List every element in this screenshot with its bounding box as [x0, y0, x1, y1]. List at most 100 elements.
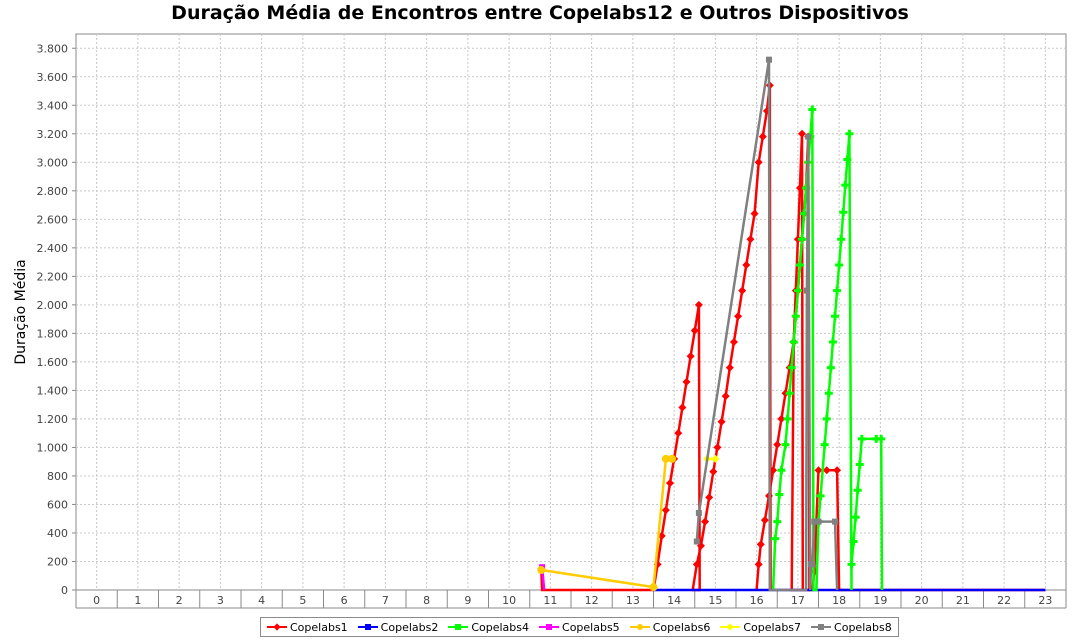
data-point — [824, 389, 833, 398]
data-point — [793, 286, 802, 295]
legend: Copelabs1 Copelabs2 Copelabs4 Copelabs5 Cope… — [260, 617, 899, 637]
legend-swatch — [267, 622, 287, 632]
x-tick-label: 17 — [791, 594, 805, 607]
y-tick-label: 2.600 — [37, 213, 69, 226]
y-tick-label: 3.000 — [37, 156, 69, 169]
series-line — [540, 85, 772, 592]
data-point — [766, 56, 772, 63]
legend-marker — [818, 624, 825, 630]
data-point — [843, 155, 852, 164]
x-tick-label: 6 — [341, 594, 348, 607]
data-point — [771, 534, 780, 543]
data-point — [742, 260, 751, 269]
y-tick-label: 0 — [61, 584, 68, 597]
data-point — [783, 414, 792, 423]
data-point — [833, 466, 842, 475]
legend-marker — [364, 624, 371, 630]
x-tick-label: 20 — [915, 594, 929, 607]
data-point — [785, 389, 794, 398]
data-point — [649, 583, 658, 592]
data-point — [777, 466, 786, 475]
data-point — [791, 312, 800, 321]
data-point — [877, 434, 886, 443]
legend-swatch — [357, 622, 378, 632]
plot-area — [75, 33, 1067, 591]
series-copelabs8 — [693, 56, 839, 592]
data-point — [713, 443, 722, 452]
series-copelabs1 — [537, 81, 774, 592]
legend-item: Copelabs5 — [539, 621, 620, 634]
data-point — [847, 560, 856, 569]
data-point — [815, 518, 822, 525]
data-point — [695, 510, 702, 517]
data-point — [773, 440, 782, 449]
legend-swatch — [629, 622, 650, 632]
data-point — [668, 454, 677, 463]
y-tick-label: 3.400 — [37, 99, 69, 112]
y-tick-label: 600 — [47, 498, 68, 511]
data-point — [803, 287, 810, 294]
y-tick-label: 400 — [47, 527, 68, 540]
data-point — [835, 260, 844, 269]
x-tick-label: 15 — [708, 594, 722, 607]
data-point — [822, 414, 831, 423]
data-point — [692, 560, 701, 569]
data-point — [816, 491, 825, 500]
data-point — [701, 517, 710, 526]
x-tick-label: 14 — [667, 594, 681, 607]
data-point — [845, 129, 854, 138]
chart-title: Duração Média de Encontros entre Copelab… — [171, 2, 909, 24]
data-point — [754, 158, 763, 167]
x-tick-label: 10 — [502, 594, 516, 607]
data-point — [814, 466, 823, 475]
x-tick-label: 5 — [299, 594, 306, 607]
x-tick-label: 0 — [93, 594, 100, 607]
data-point — [666, 479, 674, 488]
x-tick-label: 13 — [626, 594, 640, 607]
data-point — [831, 312, 839, 321]
data-point — [853, 486, 862, 495]
series-layer — [537, 56, 1046, 592]
legend-swatch — [811, 622, 832, 632]
legend-label: Copelabs2 — [380, 620, 439, 634]
data-point — [725, 363, 734, 372]
data-point — [808, 105, 817, 114]
legend-label: Copelabs8 — [834, 620, 892, 634]
y-tick-label: 1.400 — [37, 384, 69, 397]
x-tick-label: 22 — [997, 594, 1011, 607]
x-tick-label: 11 — [543, 594, 557, 607]
data-point — [754, 560, 763, 569]
legend-marker — [273, 623, 281, 631]
legend-item: Copelabs7 — [720, 621, 801, 634]
legend-label: Copelabs5 — [562, 620, 620, 634]
data-point — [826, 363, 835, 372]
data-point — [851, 513, 860, 522]
legend-swatch — [720, 622, 741, 632]
data-point — [833, 286, 842, 295]
data-point — [795, 183, 804, 192]
legend-label: Copelabs1 — [290, 620, 348, 634]
y-tick-label: 1.200 — [37, 413, 69, 426]
data-point — [686, 352, 695, 361]
legend-label: Copelabs6 — [652, 620, 711, 634]
data-point — [690, 326, 699, 335]
x-tick-label: 7 — [382, 594, 389, 607]
y-tick-label: 2.400 — [37, 242, 69, 255]
x-tick-label: 3 — [217, 594, 224, 607]
data-point — [717, 417, 726, 426]
legend-label: Copelabs7 — [743, 620, 802, 634]
data-point — [769, 466, 778, 475]
legend-item: Copelabs6 — [629, 620, 711, 634]
y-tick-label: 2.200 — [37, 270, 69, 283]
data-point — [805, 133, 812, 140]
data-point — [787, 363, 796, 372]
x-tick-label: 16 — [750, 594, 764, 607]
data-point — [789, 337, 798, 346]
x-tick-label: 21 — [956, 594, 970, 607]
data-point — [682, 377, 691, 386]
x-tick-label: 2 — [176, 594, 183, 607]
x-axis: 0 1 2 3 4 5 6 7 8 9 10 11 12 13 14 15 16 17 18 19 20 21 22 23 — [75, 590, 1067, 609]
y-axis: 0 200 400 600 800 1.000 1.200 1.400 1.600 1.800 2.… — [37, 42, 76, 597]
y-tick-label: 2.000 — [37, 299, 69, 312]
